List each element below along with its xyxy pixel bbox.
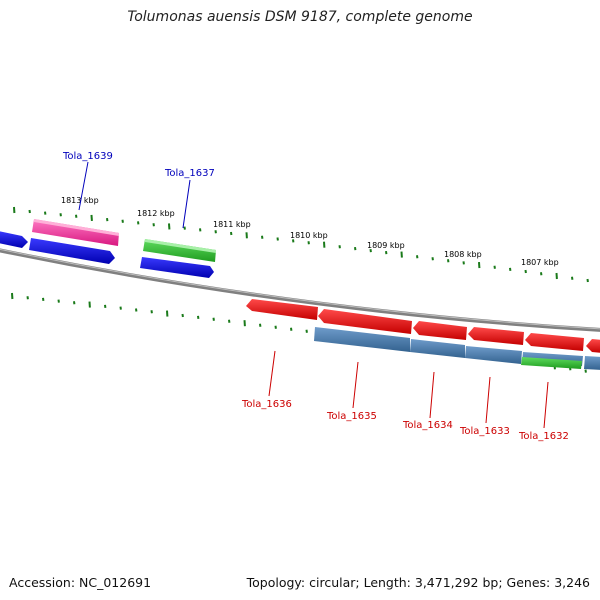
scale-label-1809: 1809 kbp <box>367 241 405 250</box>
leader-line-tola-1635 <box>352 361 359 409</box>
gene-arrow-red-1633[interactable] <box>468 327 524 345</box>
map-title: Tolumonas auensis DSM 9187, complete gen… <box>127 9 473 25</box>
gene-arrow-steel-1[interactable] <box>314 327 410 352</box>
gene-label-tola-1634[interactable]: Tola_1634 <box>402 420 453 431</box>
scale-label-1812: 1812 kbp <box>137 209 175 218</box>
genome-backbone <box>0 248 600 332</box>
gene-arrow-steel-3[interactable] <box>465 346 522 364</box>
leader-line-tola-1634 <box>429 371 435 419</box>
scale-label-1807: 1807 kbp <box>521 258 559 267</box>
leader-line-tola-1637 <box>182 179 191 229</box>
gene-arrow-pink[interactable] <box>32 219 119 246</box>
gene-arrow-blue-left[interactable] <box>0 231 28 248</box>
scale-label-1813: 1813 kbp <box>61 196 99 205</box>
leader-line-tola-1639 <box>78 161 89 211</box>
gene-arrow-green-1[interactable] <box>143 239 216 262</box>
gene-arrow-steel-2[interactable] <box>410 339 465 358</box>
scale-label-1811: 1811 kbp <box>213 220 251 229</box>
gene-arrow-green-2[interactable] <box>521 357 582 369</box>
gene-arrow-red-1634[interactable] <box>413 321 467 340</box>
leader-line-tola-1633 <box>485 376 491 424</box>
leader-line-tola-1632 <box>543 381 549 429</box>
gene-arrow-steel-edge[interactable] <box>584 356 600 370</box>
accession-label: Accession: NC_012691 <box>9 575 152 590</box>
scale-label-1808: 1808 kbp <box>444 250 482 259</box>
gene-arrow-red-1636[interactable] <box>246 299 318 320</box>
gene-label-tola-1636[interactable]: Tola_1636 <box>241 399 292 410</box>
gene-label-tola-1632[interactable]: Tola_1632 <box>518 431 569 442</box>
topology-summary: Topology: circular; Length: 3,471,292 bp… <box>246 575 590 590</box>
gene-label-tola-1639[interactable]: Tola_1639 <box>62 151 113 162</box>
gene-arrow-red-edge[interactable] <box>586 339 600 353</box>
scale-ticks-upper <box>13 206 589 283</box>
scale-label-1810: 1810 kbp <box>290 231 328 240</box>
genome-backbone-highlight <box>0 248 600 330</box>
gene-arrow-blue-2[interactable] <box>140 257 214 278</box>
gene-label-tola-1635[interactable]: Tola_1635 <box>326 411 377 422</box>
gene-arrow-blue-1[interactable] <box>29 238 115 264</box>
gene-label-tola-1637[interactable]: Tola_1637 <box>164 168 215 179</box>
leader-line-tola-1636 <box>268 350 276 397</box>
gene-arrow-red-1635[interactable] <box>318 309 412 334</box>
gene-label-tola-1633[interactable]: Tola_1633 <box>459 426 510 437</box>
gene-arrow-red-1632[interactable] <box>525 333 584 351</box>
